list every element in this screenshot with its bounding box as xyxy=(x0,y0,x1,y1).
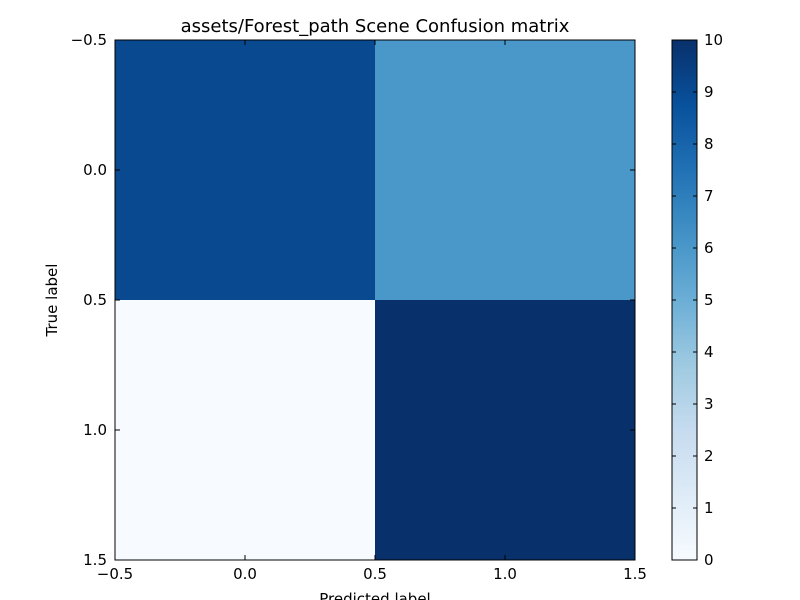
heatmap-cell-0-1 xyxy=(375,40,635,300)
colorbar-tick-label: 1 xyxy=(704,499,714,517)
colorbar-tick-label: 3 xyxy=(704,395,714,413)
x-tick-label: 0.0 xyxy=(233,565,257,583)
chart-title: assets/Forest_path Scene Confusion matri… xyxy=(181,16,570,37)
heatmap-cell-0-0 xyxy=(115,40,375,300)
colorbar-tick-label: 6 xyxy=(704,239,714,257)
colorbar-tick-label: 4 xyxy=(704,343,714,361)
y-tick-label: 0.0 xyxy=(83,161,107,179)
y-tick-label: 0.5 xyxy=(83,291,107,309)
y-axis-label: True label xyxy=(43,264,61,338)
colorbar-tick-label: 5 xyxy=(704,291,714,309)
x-axis-label: Predicted label xyxy=(319,590,430,600)
colorbar-tick-label: 9 xyxy=(704,83,714,101)
heatmap-cell-1-1 xyxy=(375,300,635,560)
x-tick-label: 0.5 xyxy=(363,565,387,583)
x-tick-label: 1.0 xyxy=(493,565,517,583)
colorbar-tick-label: 2 xyxy=(704,447,714,465)
heatmap-cells xyxy=(115,40,635,560)
colorbar-tick-label: 7 xyxy=(704,187,714,205)
y-tick-label: 1.0 xyxy=(83,421,107,439)
x-tick-label: 1.5 xyxy=(623,565,647,583)
y-tick-label: −0.5 xyxy=(71,31,107,49)
colorbar-tick-label: 8 xyxy=(704,135,714,153)
colorbar-tick-label: 0 xyxy=(704,551,714,569)
colorbar-tick-label: 10 xyxy=(704,31,723,49)
heatmap-cell-1-0 xyxy=(115,300,375,560)
y-tick-label: 1.5 xyxy=(83,551,107,569)
